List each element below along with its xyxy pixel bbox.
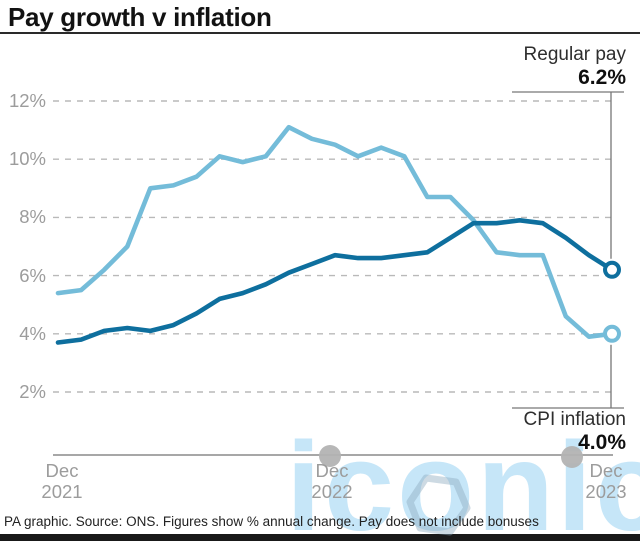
gridlines	[53, 100, 613, 393]
x-tick-year: 2023	[585, 481, 627, 502]
annotation-connector-lines	[512, 91, 624, 409]
regular-pay-endpoint-marker	[603, 260, 621, 279]
title-divider	[0, 32, 640, 34]
regular-pay-label: Regular pay	[523, 44, 626, 65]
series-lines	[55, 124, 615, 345]
x-tick-year: 2021	[41, 481, 83, 502]
page-title: Pay growth v inflation	[8, 2, 272, 32]
x-tick-year: 2022	[311, 481, 353, 502]
y-axis-tick-label: 2%	[19, 381, 46, 402]
endpoint-markers	[603, 260, 621, 343]
y-axis-tick-label: 6%	[19, 264, 46, 286]
regular-pay-value: 6.2%	[578, 66, 626, 89]
y-axis-tick-label: 12%	[8, 90, 46, 111]
x-tick-month: Dec	[315, 460, 349, 481]
cpi-inflation-annotation: CPI inflation 4.0%	[524, 409, 626, 454]
y-axis-tick-label: 4%	[19, 322, 46, 344]
x-tick-dec-2022: Dec 2022	[294, 460, 370, 502]
x-tick-dec-2021: Dec 2021	[24, 460, 100, 502]
x-tick-month: Dec	[45, 460, 79, 481]
cpi-inflation-endpoint-marker	[603, 324, 621, 343]
y-axis-tick-label: 8%	[19, 206, 46, 228]
line-chart	[53, 91, 624, 456]
cpi-inflation-label: CPI inflation	[523, 409, 626, 430]
source-note: PA graphic. Source: ONS. Figures show % …	[4, 514, 539, 529]
bottom-bar	[0, 534, 640, 541]
cpi-inflation-value: 4.0%	[578, 431, 626, 454]
x-tick-month: Dec	[589, 460, 623, 481]
regular-pay-annotation: Regular pay 6.2%	[524, 44, 626, 89]
regular-pay-line	[55, 218, 615, 345]
cpi-inflation-line	[55, 124, 615, 340]
x-tick-dec-2023: Dec 2023	[568, 460, 640, 502]
y-axis-tick-label: 10%	[8, 148, 46, 170]
